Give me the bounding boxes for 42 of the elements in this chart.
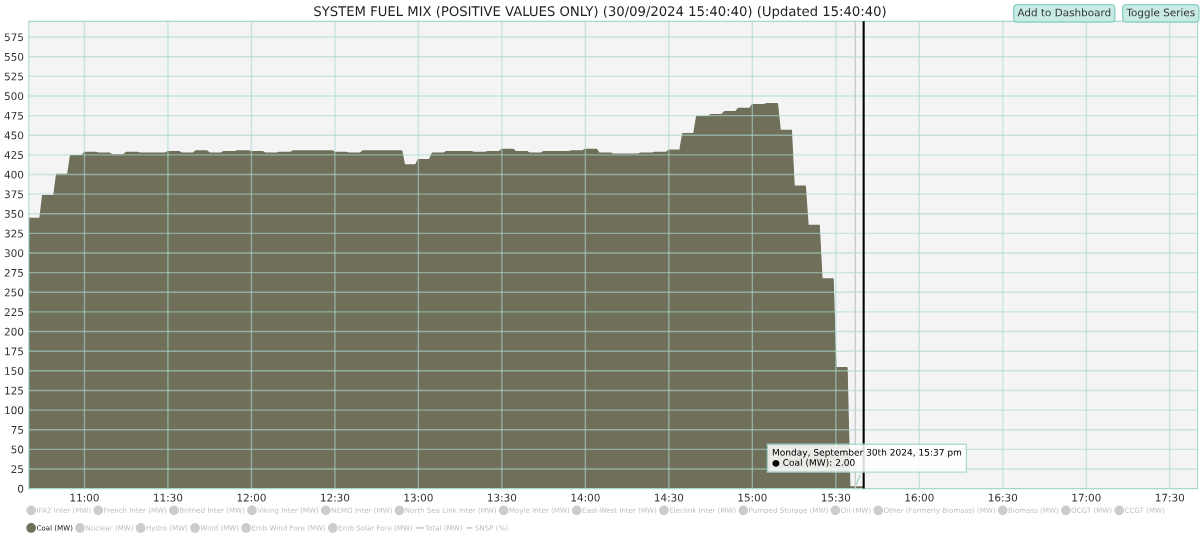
x-tick-label: 11:30: [154, 493, 183, 502]
y-tick-label: 150: [5, 367, 24, 375]
text: Toggle Series: [1126, 8, 1195, 19]
x-tick-label: 14:00: [571, 493, 600, 502]
x-tick-label: 12:00: [237, 493, 266, 502]
y-tick-label: 225: [4, 308, 24, 317]
text: Add to Dashboard: [1017, 8, 1111, 17]
x-tick-label: 13:30: [488, 493, 517, 502]
x-tick-label: 17:30: [1155, 493, 1185, 502]
x-tick-label: 14:30: [654, 493, 684, 502]
y-tick-label: 50: [11, 445, 24, 454]
y-tick-label: 275: [4, 268, 24, 277]
x-tick-label: 13:00: [404, 493, 433, 502]
y-tick-label: 375: [4, 190, 24, 199]
y-tick-label: 425: [4, 151, 24, 159]
y-tick-label: 350: [4, 209, 24, 218]
x-tick-label: 12:30: [321, 493, 350, 502]
y-tick-label: 500: [4, 92, 24, 101]
y-tick-label: 200: [4, 327, 24, 336]
y-tick-label: 550: [4, 52, 24, 61]
y-tick-label: 250: [4, 288, 24, 297]
y-tick-label: 75: [11, 426, 24, 434]
x-tick-label: 11:00: [70, 493, 99, 502]
chart-title: SYSTEM FUEL MIX (POSITIVE VALUES ONLY) (30/09/2024 15:40:40) (Updated 15:40:40): [314, 5, 886, 19]
y-tick-label: 25: [11, 465, 24, 474]
y-tick-label: 100: [5, 406, 24, 415]
annotation: Monday, September 30th 2024, 15:37 pm ● Coal (MW): 2.00: [772, 448, 962, 467]
y-tick-label: 300: [4, 249, 24, 258]
y-tick-label: 400: [4, 170, 24, 179]
x-tick-label: 15:30: [821, 493, 851, 502]
y-tick-label: 525: [4, 72, 24, 81]
y-tick-label: 450: [4, 131, 24, 140]
y-tick-label: 125: [5, 386, 24, 395]
x-tick-label: 16:30: [988, 493, 1018, 502]
x-tick-label: 15:00: [738, 493, 767, 502]
y-tick-label: 175: [5, 347, 24, 356]
y-tick-label: 325: [4, 229, 24, 238]
y-tick-label: 575: [4, 33, 24, 42]
y-tick-label: 0: [18, 484, 24, 493]
y-tick-label: 475: [4, 111, 24, 120]
x-tick-label: 16:00: [905, 493, 934, 502]
x-tick-label: 17:00: [1072, 493, 1101, 502]
